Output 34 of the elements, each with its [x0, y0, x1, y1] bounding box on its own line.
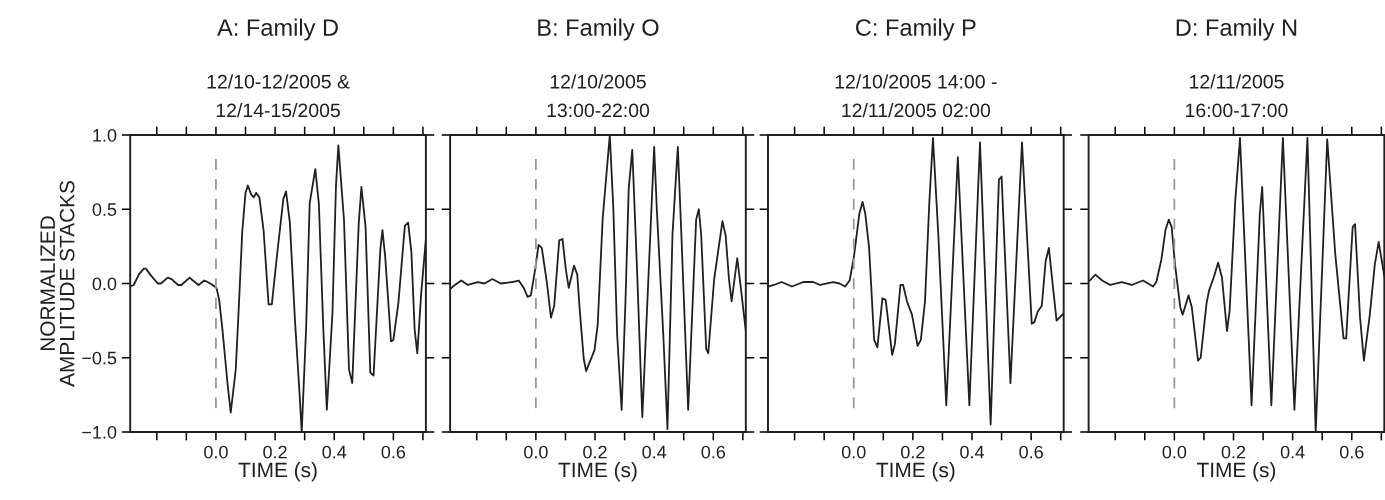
- x-tick-label: 0.2: [1221, 445, 1246, 459]
- y-tick-label: 0.0: [92, 277, 117, 291]
- x-tick-label: 0.4: [322, 445, 347, 459]
- x-axis-title: TIME (s): [238, 462, 317, 482]
- chart-subtitle: 12/10/2005 13:00-22:00: [547, 74, 650, 118]
- y-tick-label: 1.0: [93, 128, 117, 142]
- chart-title: C: Family P: [856, 18, 976, 41]
- x-tick-label: 0.0: [1162, 445, 1187, 459]
- x-axis-title: TIME (s): [558, 462, 637, 482]
- x-tick-label: 0.6: [1339, 445, 1364, 459]
- x-tick-label: 0.6: [701, 445, 726, 459]
- chart-title: B: Family O: [538, 18, 659, 41]
- chart-subtitle: 12/11/2005 16:00-17:00: [1186, 74, 1288, 118]
- x-tick-label: 0.6: [381, 445, 406, 459]
- x-tick-label: 0.4: [960, 445, 985, 459]
- y-tick-label: −0.5: [82, 351, 117, 365]
- x-tick-label: 0.0: [524, 445, 548, 459]
- y-tick-label: −1.0: [82, 425, 117, 439]
- chart-subtitle: 12/10-12/2005 & 12/14-15/2005: [207, 74, 350, 118]
- x-tick-label: 0.4: [642, 445, 667, 459]
- chart-title: D: Family N: [1176, 18, 1297, 41]
- x-tick-label: 0.2: [901, 445, 925, 459]
- chart-title: A: Family D: [217, 18, 338, 41]
- x-tick-label: 0.6: [1019, 445, 1043, 459]
- chart-subtitle: 12/10/2005 14:00 - 12/11/2005 02:00: [835, 74, 997, 118]
- x-tick-label: 0.0: [204, 445, 228, 459]
- x-tick-label: 0.4: [1280, 445, 1305, 459]
- x-tick-label: 0.2: [583, 445, 607, 459]
- y-axis-title: NORMALIZED AMPLITUDE STACKS: [40, 181, 75, 387]
- x-axis-title: TIME (s): [876, 462, 955, 482]
- x-axis-title: TIME (s): [1197, 462, 1276, 482]
- x-tick-label: 0.2: [263, 445, 287, 459]
- y-tick-label: 0.5: [92, 203, 117, 216]
- x-tick-label: 0.0: [841, 445, 866, 459]
